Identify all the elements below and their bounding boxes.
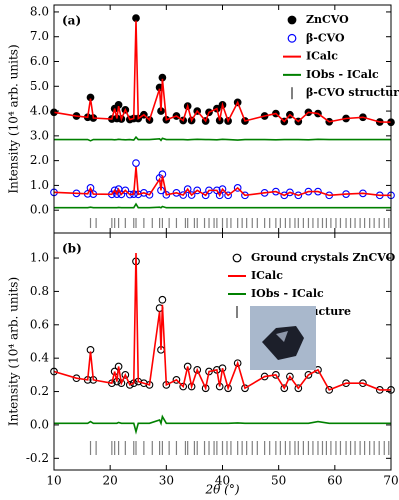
data-point <box>193 366 202 374</box>
data-point <box>215 191 224 200</box>
y-tick-label: 1.0 <box>30 251 49 265</box>
data-point <box>125 381 134 389</box>
data-point <box>325 386 334 394</box>
data-point <box>121 186 130 195</box>
data-point <box>145 190 154 199</box>
panel-label: (a) <box>62 14 81 28</box>
data-point <box>286 372 294 381</box>
y-tick-label: 4.0 <box>30 104 49 118</box>
legend-label: Ground crystals ZnCVO <box>251 251 396 264</box>
y-tick-label: 8.0 <box>30 4 49 18</box>
legend-label: ZnCVO <box>306 13 349 26</box>
data-point <box>172 376 181 384</box>
x-axis-label: 2θ (°) <box>204 483 239 497</box>
data-point <box>233 359 242 368</box>
y-tick-label: -0.2 <box>26 451 49 465</box>
data-point <box>187 191 196 199</box>
series-line <box>53 166 391 198</box>
x-tick-label: 70 <box>383 474 398 488</box>
legend-marker <box>287 15 297 25</box>
y-tick-label: 0.2 <box>30 384 49 398</box>
data-point <box>294 384 303 393</box>
data-point <box>193 186 202 195</box>
series-line <box>53 20 392 124</box>
data-point <box>286 188 294 197</box>
data-point <box>158 295 167 304</box>
legend-label: β-CVO <box>306 31 345 44</box>
data-point <box>140 379 148 388</box>
series-line <box>53 253 391 391</box>
y-tick-label: 0.8 <box>30 284 49 298</box>
data-point <box>241 384 249 393</box>
plot-frame <box>53 232 392 471</box>
data-point <box>117 190 126 199</box>
x-tick-label: 40 <box>215 474 230 488</box>
y-tick-label: 1.0 <box>30 178 49 192</box>
legend-label: β-CVO structure <box>306 86 399 99</box>
legend-marker <box>287 33 297 43</box>
series-line <box>54 202 391 209</box>
data-point <box>121 371 130 379</box>
x-tick-label: 30 <box>159 474 174 488</box>
crystal <box>262 326 304 360</box>
y-tick-label: 0.0 <box>30 417 49 431</box>
crystal-highlight <box>276 331 288 342</box>
data-point <box>86 184 95 192</box>
panel-label: (b) <box>62 242 82 256</box>
data-point <box>294 191 303 200</box>
legend-label: IObs - ICalc <box>251 287 324 300</box>
legend-label: ICalc <box>306 50 338 63</box>
y-tick-label: 0.6 <box>30 317 49 331</box>
x-tick-label: 60 <box>327 474 342 488</box>
data-point <box>304 371 313 379</box>
legend-label: IObs - ICalc <box>306 68 379 81</box>
data-point <box>179 191 188 199</box>
y-tick-label: 2.0 <box>30 153 49 167</box>
legend-label: ICalc <box>251 269 283 282</box>
data-point <box>132 159 140 167</box>
series-line <box>54 414 391 435</box>
data-point <box>280 384 289 393</box>
y-tick-label: 0.0 <box>30 203 49 217</box>
y-tick-label: 6.0 <box>30 54 49 68</box>
data-point <box>224 384 232 393</box>
x-tick-label: 20 <box>103 474 118 488</box>
y-axis-label: Intensity (10⁴ arb. units) <box>7 44 21 193</box>
y-tick-label: 0.4 <box>30 351 49 365</box>
data-point <box>113 190 121 198</box>
series-line <box>54 135 391 142</box>
data-point <box>233 184 242 192</box>
x-tick-label: 50 <box>271 474 286 488</box>
data-point <box>183 185 192 193</box>
y-axis-label: Intensity (10⁴ arb. units) <box>7 277 21 426</box>
x-tick-label: 10 <box>46 474 61 488</box>
data-point <box>224 191 232 200</box>
inset-photo <box>250 306 316 370</box>
data-point <box>132 14 140 22</box>
data-point <box>218 185 227 193</box>
y-tick-label: 3.0 <box>30 128 49 142</box>
y-tick-label: 7.0 <box>30 29 49 43</box>
legend-marker <box>232 253 242 263</box>
y-tick-label: 5.0 <box>30 79 49 93</box>
